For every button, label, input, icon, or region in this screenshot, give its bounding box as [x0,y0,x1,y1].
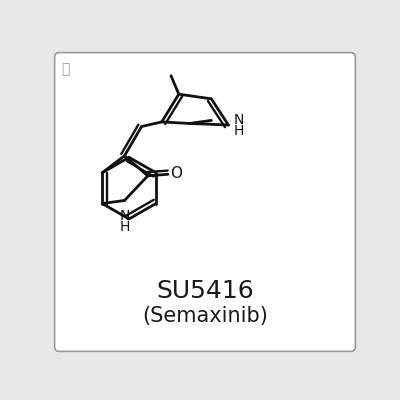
FancyBboxPatch shape [55,53,355,351]
Text: O: O [171,166,183,181]
Text: H: H [234,124,244,138]
Text: N: N [234,113,244,127]
Text: (Semaxinib): (Semaxinib) [142,306,268,326]
Text: 🍄: 🍄 [61,62,70,76]
Text: H: H [120,220,130,234]
Text: N: N [120,210,130,224]
Text: SU5416: SU5416 [156,279,254,303]
